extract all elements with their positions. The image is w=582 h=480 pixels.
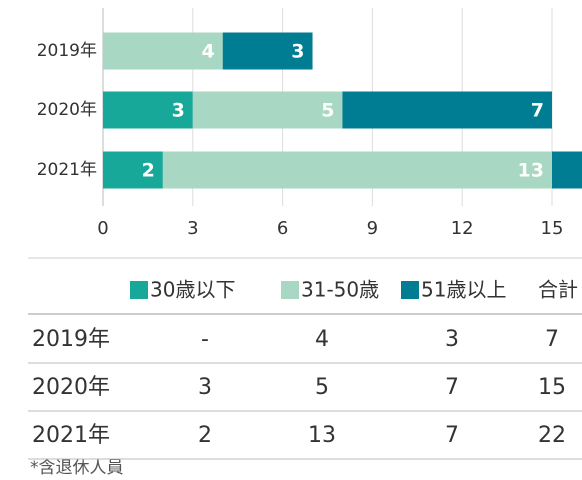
y-tick-label: 2019年 xyxy=(37,41,97,61)
footnote: *含退休人員 xyxy=(30,458,124,478)
table-cell: 4 xyxy=(315,327,329,352)
data-label: 3 xyxy=(172,100,185,122)
data-label: 13 xyxy=(518,160,544,182)
bar-segment xyxy=(103,151,163,189)
data-label: 2 xyxy=(142,160,155,182)
table-cell: 3 xyxy=(198,375,212,400)
bar-segment xyxy=(222,32,313,70)
row-label: 2019年 xyxy=(32,327,110,352)
x-tick-label: 3 xyxy=(187,218,198,239)
x-tick-label: 0 xyxy=(97,218,108,239)
legend-label: 30歳以下 xyxy=(150,278,235,302)
row-label: 2021年 xyxy=(32,423,110,448)
table-cell: 2 xyxy=(198,423,212,448)
table-header: 合計 xyxy=(538,278,578,302)
bar-segment xyxy=(103,32,223,70)
legend-swatch xyxy=(281,281,299,299)
table-cell: 13 xyxy=(308,423,336,448)
table-cell: 7 xyxy=(445,423,459,448)
table-cell: 3 xyxy=(445,327,459,352)
legend-swatch xyxy=(401,281,419,299)
bar-segment xyxy=(342,91,552,129)
data-label: 4 xyxy=(201,41,214,63)
legend-swatch xyxy=(130,281,148,299)
bar-segment xyxy=(552,151,582,189)
data-label: 7 xyxy=(531,100,544,122)
row-label: 2020年 xyxy=(32,375,110,400)
x-tick-label: 15 xyxy=(541,218,564,239)
data-label: 3 xyxy=(291,41,304,63)
y-tick-label: 2020年 xyxy=(37,100,97,120)
bar-segment xyxy=(103,91,193,129)
bar-segment xyxy=(162,151,552,189)
x-tick-label: 6 xyxy=(277,218,288,239)
table-cell: 7 xyxy=(545,327,559,352)
table-cell: 5 xyxy=(315,375,329,400)
table-cell: 7 xyxy=(445,375,459,400)
data-label: 5 xyxy=(321,100,334,122)
bar-segment xyxy=(192,91,343,129)
table-cell: 15 xyxy=(538,375,566,400)
table-cell: 22 xyxy=(538,423,566,448)
legend-label: 51歳以上 xyxy=(421,278,506,302)
legend-label: 31-50歳 xyxy=(301,278,379,302)
x-tick-label: 12 xyxy=(451,218,474,239)
y-tick-label: 2021年 xyxy=(37,160,97,180)
x-tick-label: 9 xyxy=(367,218,378,239)
table-cell: - xyxy=(201,327,209,352)
